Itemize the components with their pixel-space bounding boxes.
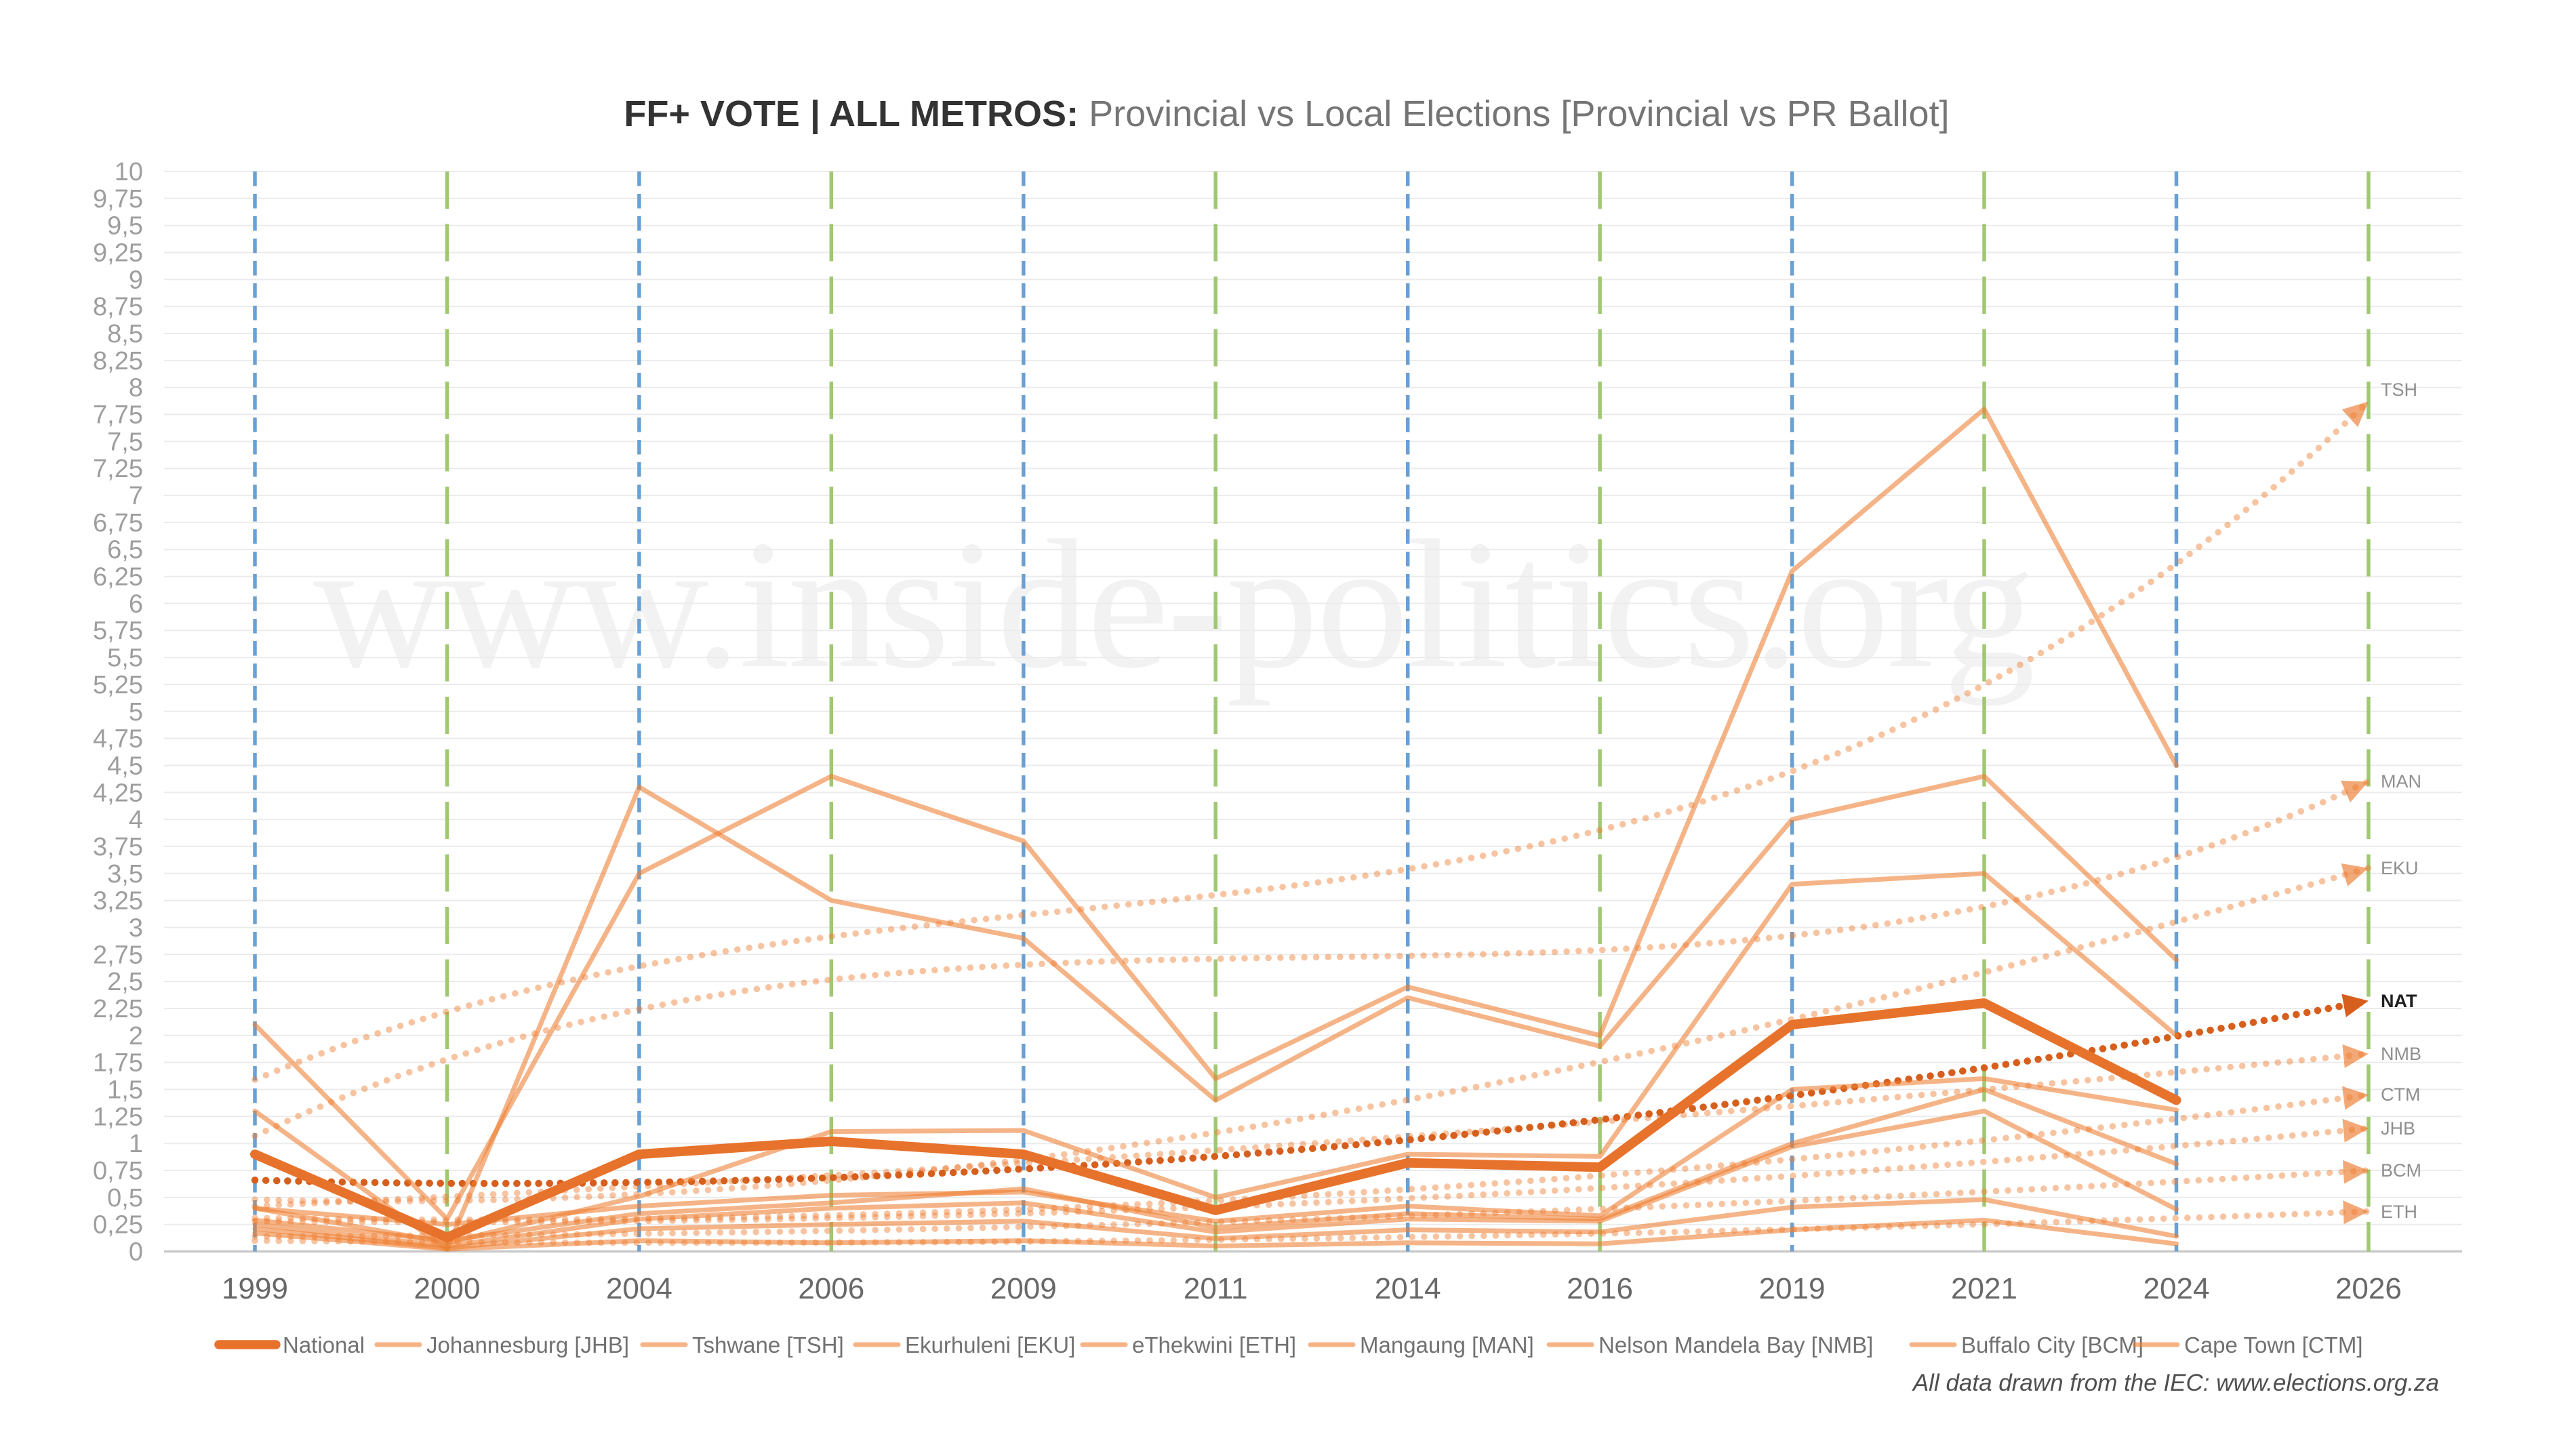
svg-text:eThekwini [ETH]: eThekwini [ETH] bbox=[1132, 1332, 1296, 1358]
svg-text:2,25: 2,25 bbox=[93, 995, 143, 1023]
svg-text:2016: 2016 bbox=[1567, 1272, 1633, 1305]
svg-text:3: 3 bbox=[129, 914, 143, 943]
svg-text:7: 7 bbox=[129, 482, 143, 510]
svg-text:8,5: 8,5 bbox=[107, 320, 143, 348]
svg-text:6,75: 6,75 bbox=[93, 509, 143, 537]
svg-text:7,5: 7,5 bbox=[107, 428, 143, 456]
svg-text:NMB: NMB bbox=[2381, 1044, 2421, 1064]
svg-text:2019: 2019 bbox=[1759, 1272, 1826, 1305]
svg-text:1,25: 1,25 bbox=[93, 1103, 143, 1131]
svg-text:1,75: 1,75 bbox=[93, 1049, 143, 1078]
svg-text:3,5: 3,5 bbox=[107, 860, 143, 889]
svg-text:3,25: 3,25 bbox=[93, 887, 143, 916]
svg-text:Tshwane [TSH]: Tshwane [TSH] bbox=[692, 1332, 844, 1358]
svg-text:2026: 2026 bbox=[2335, 1272, 2402, 1305]
svg-text:9,5: 9,5 bbox=[107, 212, 143, 241]
svg-text:6,5: 6,5 bbox=[107, 536, 143, 565]
svg-text:2,5: 2,5 bbox=[107, 968, 143, 996]
svg-text:1999: 1999 bbox=[222, 1272, 288, 1305]
svg-text:NAT: NAT bbox=[2381, 991, 2417, 1011]
svg-text:CTM: CTM bbox=[2381, 1084, 2420, 1105]
svg-text:2011: 2011 bbox=[1184, 1272, 1248, 1305]
svg-text:9,25: 9,25 bbox=[93, 239, 143, 268]
svg-text:8: 8 bbox=[129, 374, 143, 403]
svg-text:2021: 2021 bbox=[1951, 1272, 2017, 1305]
svg-text:2004: 2004 bbox=[606, 1272, 672, 1305]
svg-text:7,25: 7,25 bbox=[93, 455, 143, 483]
svg-text:3,75: 3,75 bbox=[93, 833, 143, 861]
svg-text:FF+ VOTE | ALL METROS: Provinc: FF+ VOTE | ALL METROS: Provincial vs Loc… bbox=[624, 94, 1949, 135]
svg-text:Mangaung [MAN]: Mangaung [MAN] bbox=[1360, 1332, 1534, 1358]
svg-text:4,5: 4,5 bbox=[107, 752, 143, 780]
svg-text:5,5: 5,5 bbox=[107, 644, 143, 672]
svg-text:Johannesburg [JHB]: Johannesburg [JHB] bbox=[426, 1332, 629, 1358]
svg-text:10: 10 bbox=[115, 158, 143, 186]
svg-text:0,25: 0,25 bbox=[93, 1211, 143, 1240]
svg-text:Cape Town [CTM]: Cape Town [CTM] bbox=[2184, 1332, 2362, 1358]
svg-text:5,75: 5,75 bbox=[93, 617, 143, 645]
svg-text:1: 1 bbox=[129, 1130, 143, 1158]
svg-text:8,25: 8,25 bbox=[93, 347, 143, 375]
svg-text:2009: 2009 bbox=[990, 1272, 1057, 1305]
svg-text:2006: 2006 bbox=[798, 1272, 864, 1305]
svg-text:4,25: 4,25 bbox=[93, 779, 143, 807]
svg-text:9,75: 9,75 bbox=[93, 185, 143, 213]
svg-text:ETH: ETH bbox=[2381, 1202, 2417, 1222]
svg-text:2000: 2000 bbox=[414, 1272, 481, 1305]
svg-text:Buffalo City [BCM]: Buffalo City [BCM] bbox=[1961, 1332, 2144, 1358]
svg-text:6: 6 bbox=[129, 590, 143, 618]
svg-text:2014: 2014 bbox=[1375, 1272, 1441, 1305]
svg-text:4: 4 bbox=[129, 806, 143, 834]
svg-text:Nelson Mandela Bay [NMB]: Nelson Mandela Bay [NMB] bbox=[1598, 1332, 1873, 1358]
svg-text:Ekurhuleni [EKU]: Ekurhuleni [EKU] bbox=[905, 1332, 1075, 1358]
svg-text:4,75: 4,75 bbox=[93, 725, 143, 754]
svg-text:0: 0 bbox=[129, 1238, 143, 1267]
svg-text:5,25: 5,25 bbox=[93, 671, 143, 699]
svg-text:0,5: 0,5 bbox=[107, 1184, 143, 1212]
svg-text:5: 5 bbox=[129, 698, 143, 727]
svg-text:JHB: JHB bbox=[2381, 1118, 2415, 1139]
svg-text:TSH: TSH bbox=[2381, 380, 2417, 400]
svg-text:2024: 2024 bbox=[2144, 1272, 2210, 1305]
svg-text:2: 2 bbox=[129, 1022, 143, 1050]
svg-text:www.inside-politics.org: www.inside-politics.org bbox=[313, 502, 2033, 707]
svg-text:BCM: BCM bbox=[2381, 1160, 2421, 1181]
svg-text:MAN: MAN bbox=[2381, 771, 2421, 792]
svg-text:6,25: 6,25 bbox=[93, 563, 143, 592]
svg-text:1,5: 1,5 bbox=[107, 1076, 143, 1105]
svg-text:9: 9 bbox=[129, 266, 143, 294]
svg-text:7,75: 7,75 bbox=[93, 401, 143, 430]
svg-text:8,75: 8,75 bbox=[93, 293, 143, 321]
svg-text:All data drawn from the IEC: w: All data drawn from the IEC: www.electio… bbox=[1912, 1370, 2439, 1396]
svg-text:National: National bbox=[283, 1332, 365, 1358]
svg-text:EKU: EKU bbox=[2381, 858, 2419, 878]
svg-text:0,75: 0,75 bbox=[93, 1157, 143, 1185]
svg-text:2,75: 2,75 bbox=[93, 941, 143, 969]
